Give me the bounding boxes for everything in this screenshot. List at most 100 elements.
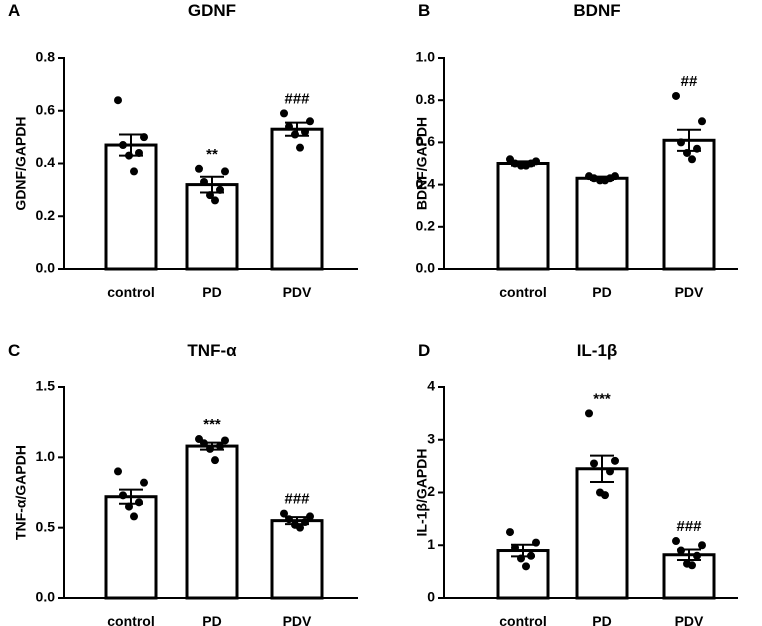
data-point	[522, 161, 530, 170]
data-point	[119, 141, 127, 150]
bar-pdv	[662, 553, 716, 600]
bar-control	[104, 495, 158, 600]
data-point	[601, 491, 609, 500]
data-point	[140, 133, 148, 142]
y-tick-label: 0.0	[36, 589, 56, 605]
data-point	[135, 498, 143, 507]
y-tick-label: 0.0	[416, 260, 436, 276]
y-tick-label: 0.8	[36, 49, 56, 65]
data-point	[688, 155, 696, 164]
significance-label: **	[206, 146, 218, 163]
x-tick-label: control	[499, 284, 546, 300]
y-axis-label: TNF-α/GAPDH	[13, 445, 29, 540]
x-tick-label: control	[107, 613, 154, 626]
y-tick-label: 0.8	[416, 91, 436, 107]
data-point	[285, 122, 293, 131]
y-tick-label: 0.0	[36, 260, 56, 276]
data-point	[306, 512, 314, 521]
data-point	[672, 91, 680, 100]
panel-a: A GDNF GDNF/GAPDH 0.0 0.2 0.4 0.6 0.8 control ** P…	[8, 1, 358, 300]
bar-pd	[185, 444, 239, 600]
data-point	[601, 176, 609, 185]
y-tick-label: 3	[427, 430, 435, 446]
data-point	[527, 551, 535, 560]
y-axis-label: IL-1β/GAPDH	[414, 449, 430, 537]
significance-label: ###	[284, 90, 310, 107]
data-point	[677, 138, 685, 147]
data-point	[221, 436, 229, 445]
data-point	[301, 518, 309, 527]
x-tick-label: PD	[202, 284, 221, 300]
bar-pd	[575, 467, 629, 600]
data-point	[200, 439, 208, 448]
y-tick-label: 0.4	[416, 175, 436, 191]
y-tick-label: 2	[427, 483, 435, 499]
x-tick-label: PDV	[675, 284, 704, 300]
data-point	[677, 546, 685, 555]
bar-control	[496, 162, 550, 271]
y-tick-label: 1.0	[36, 448, 56, 464]
data-point	[606, 467, 614, 476]
y-tick-label: 0.5	[36, 518, 56, 534]
y-axis-label: BDNF/GAPDH	[414, 117, 430, 210]
data-point	[221, 167, 229, 176]
y-tick-label: 0.2	[416, 218, 436, 234]
significance-label: ***	[203, 416, 221, 433]
panel-letter: C	[8, 341, 20, 360]
data-point	[130, 512, 138, 521]
data-point	[590, 459, 598, 468]
data-point	[216, 442, 224, 451]
data-point	[285, 515, 293, 524]
significance-label: ***	[593, 390, 611, 407]
data-point	[306, 117, 314, 126]
significance-label: ###	[284, 491, 310, 508]
data-point	[698, 541, 706, 550]
data-point	[206, 444, 214, 453]
y-tick-label: 0	[427, 589, 435, 605]
y-tick-label: 1	[427, 536, 435, 552]
bar-pd	[575, 176, 629, 271]
panel-title: BDNF	[573, 1, 620, 20]
y-tick-label: 0.6	[36, 101, 56, 117]
data-point	[693, 144, 701, 153]
data-point	[125, 151, 133, 160]
data-point	[216, 185, 224, 194]
data-point	[130, 167, 138, 176]
data-point	[698, 117, 706, 126]
data-point	[211, 196, 219, 205]
panel-letter: D	[418, 341, 430, 360]
data-point	[280, 509, 288, 518]
data-point	[511, 159, 519, 168]
x-tick-label: control	[499, 613, 546, 626]
panel-b: B BDNF BDNF/GAPDH 0.0 0.2 0.4 0.6 0.8 1.0 control…	[414, 1, 738, 300]
data-point	[522, 562, 530, 571]
data-point	[296, 523, 304, 532]
x-tick-label: PDV	[283, 613, 312, 626]
data-point	[590, 174, 598, 183]
data-point	[693, 551, 701, 560]
data-point	[511, 543, 519, 552]
x-tick-label: PDV	[675, 613, 704, 626]
data-point	[532, 538, 540, 547]
data-point	[206, 191, 214, 200]
x-tick-label: PD	[592, 613, 611, 626]
data-point	[119, 491, 127, 500]
data-point	[611, 456, 619, 465]
panel-title: IL-1β	[577, 341, 618, 360]
data-point	[683, 148, 691, 157]
data-point	[506, 528, 514, 537]
panel-letter: B	[418, 1, 430, 20]
y-tick-label: 0.2	[36, 207, 56, 223]
x-tick-label: PD	[202, 613, 221, 626]
panel-letter: A	[8, 1, 20, 20]
data-point	[125, 502, 133, 511]
y-tick-label: 0.6	[416, 133, 436, 149]
data-point	[114, 96, 122, 105]
data-point	[140, 478, 148, 487]
bar-control	[104, 143, 158, 271]
significance-label: ###	[676, 518, 702, 535]
data-point	[211, 456, 219, 465]
x-tick-label: PD	[592, 284, 611, 300]
y-tick-label: 1.0	[416, 49, 436, 65]
